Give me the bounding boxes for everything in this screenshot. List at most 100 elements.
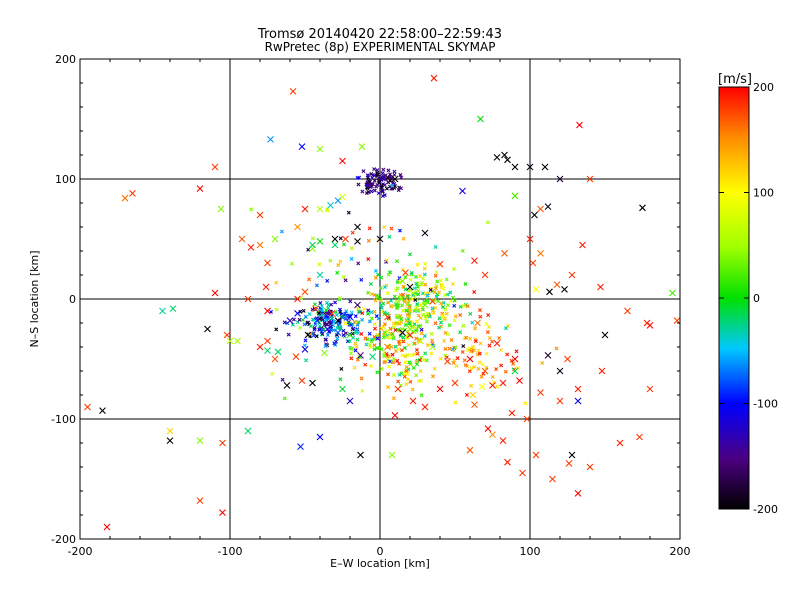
data-point (324, 308, 329, 313)
data-point (319, 304, 324, 309)
data-point (556, 175, 564, 183)
data-point (404, 296, 409, 301)
data-point (387, 364, 392, 369)
data-point (445, 332, 450, 337)
data-point (385, 312, 390, 316)
data-point (389, 226, 394, 231)
data-point (310, 236, 315, 241)
data-point (423, 261, 428, 266)
data-point (459, 187, 466, 195)
data-point (425, 311, 430, 316)
data-point (338, 377, 343, 382)
data-point (388, 331, 393, 336)
data-point (366, 190, 371, 195)
data-point (382, 285, 387, 290)
data-point (166, 427, 174, 435)
data-point (421, 276, 426, 281)
data-point (388, 174, 393, 179)
data-point (349, 310, 354, 315)
data-point (379, 183, 384, 188)
data-point (274, 280, 279, 285)
data-point (540, 361, 545, 366)
data-point (454, 363, 459, 368)
data-point (349, 356, 354, 361)
data-point (472, 289, 477, 294)
data-point (367, 331, 372, 336)
data-point (481, 371, 486, 376)
data-point (306, 247, 311, 252)
data-point (365, 180, 370, 185)
data-point (316, 433, 324, 441)
data-point (350, 327, 355, 332)
x-tick-label: 200 (670, 545, 691, 558)
data-point (339, 366, 344, 371)
data-point (406, 331, 414, 339)
data-point (302, 322, 307, 327)
data-point (234, 337, 241, 345)
data-point (342, 242, 347, 247)
data-point (366, 238, 371, 243)
data-point (317, 262, 322, 267)
data-point (450, 282, 455, 286)
data-point (360, 388, 365, 393)
data-point (385, 300, 390, 305)
data-point (424, 319, 429, 324)
data-point (452, 267, 457, 271)
data-point (369, 310, 374, 315)
data-point (335, 270, 340, 275)
data-point (379, 366, 384, 371)
data-point (366, 257, 371, 262)
data-point (331, 323, 336, 328)
data-point (401, 284, 406, 289)
data-point (403, 371, 408, 376)
data-point (537, 250, 544, 257)
data-point (523, 401, 528, 406)
y-tick-label: -100 (51, 413, 76, 426)
data-point (346, 210, 351, 215)
data-point (300, 317, 305, 322)
data-point (343, 321, 348, 326)
data-point (377, 296, 382, 301)
data-point (339, 157, 346, 165)
data-point (408, 277, 413, 282)
x-axis: -200 -100 0 100 200 (68, 59, 691, 558)
data-point (399, 327, 404, 332)
data-point (314, 334, 319, 339)
data-point (511, 367, 519, 375)
data-point (398, 313, 403, 318)
data-point (279, 229, 284, 234)
data-point (348, 299, 353, 304)
data-point (99, 407, 106, 414)
data-point (433, 305, 438, 310)
data-point (368, 281, 373, 286)
data-point (429, 351, 434, 356)
data-point (430, 306, 435, 311)
data-point (331, 235, 339, 243)
data-point (380, 174, 385, 179)
data-point (350, 230, 355, 235)
data-point (468, 311, 473, 316)
data-point (370, 176, 375, 181)
data-point (493, 154, 501, 161)
data-point (386, 168, 391, 173)
data-point (384, 335, 389, 340)
data-point (297, 443, 304, 450)
data-point (264, 307, 271, 315)
data-point (303, 338, 308, 343)
data-point (398, 280, 403, 285)
data-point (432, 290, 437, 295)
data-point (376, 316, 381, 321)
data-point (523, 415, 531, 423)
data-point (318, 301, 323, 305)
data-point (264, 347, 271, 354)
data-point (401, 335, 406, 340)
data-point (328, 258, 333, 263)
data-point (440, 313, 445, 318)
data-point (405, 293, 410, 298)
data-point (211, 289, 219, 297)
chart-title: Tromsø 20140420 22:58:00–22:59:43 (257, 27, 502, 42)
data-point (346, 397, 354, 405)
data-point (469, 383, 474, 388)
data-point (439, 324, 444, 329)
data-point (354, 327, 359, 332)
